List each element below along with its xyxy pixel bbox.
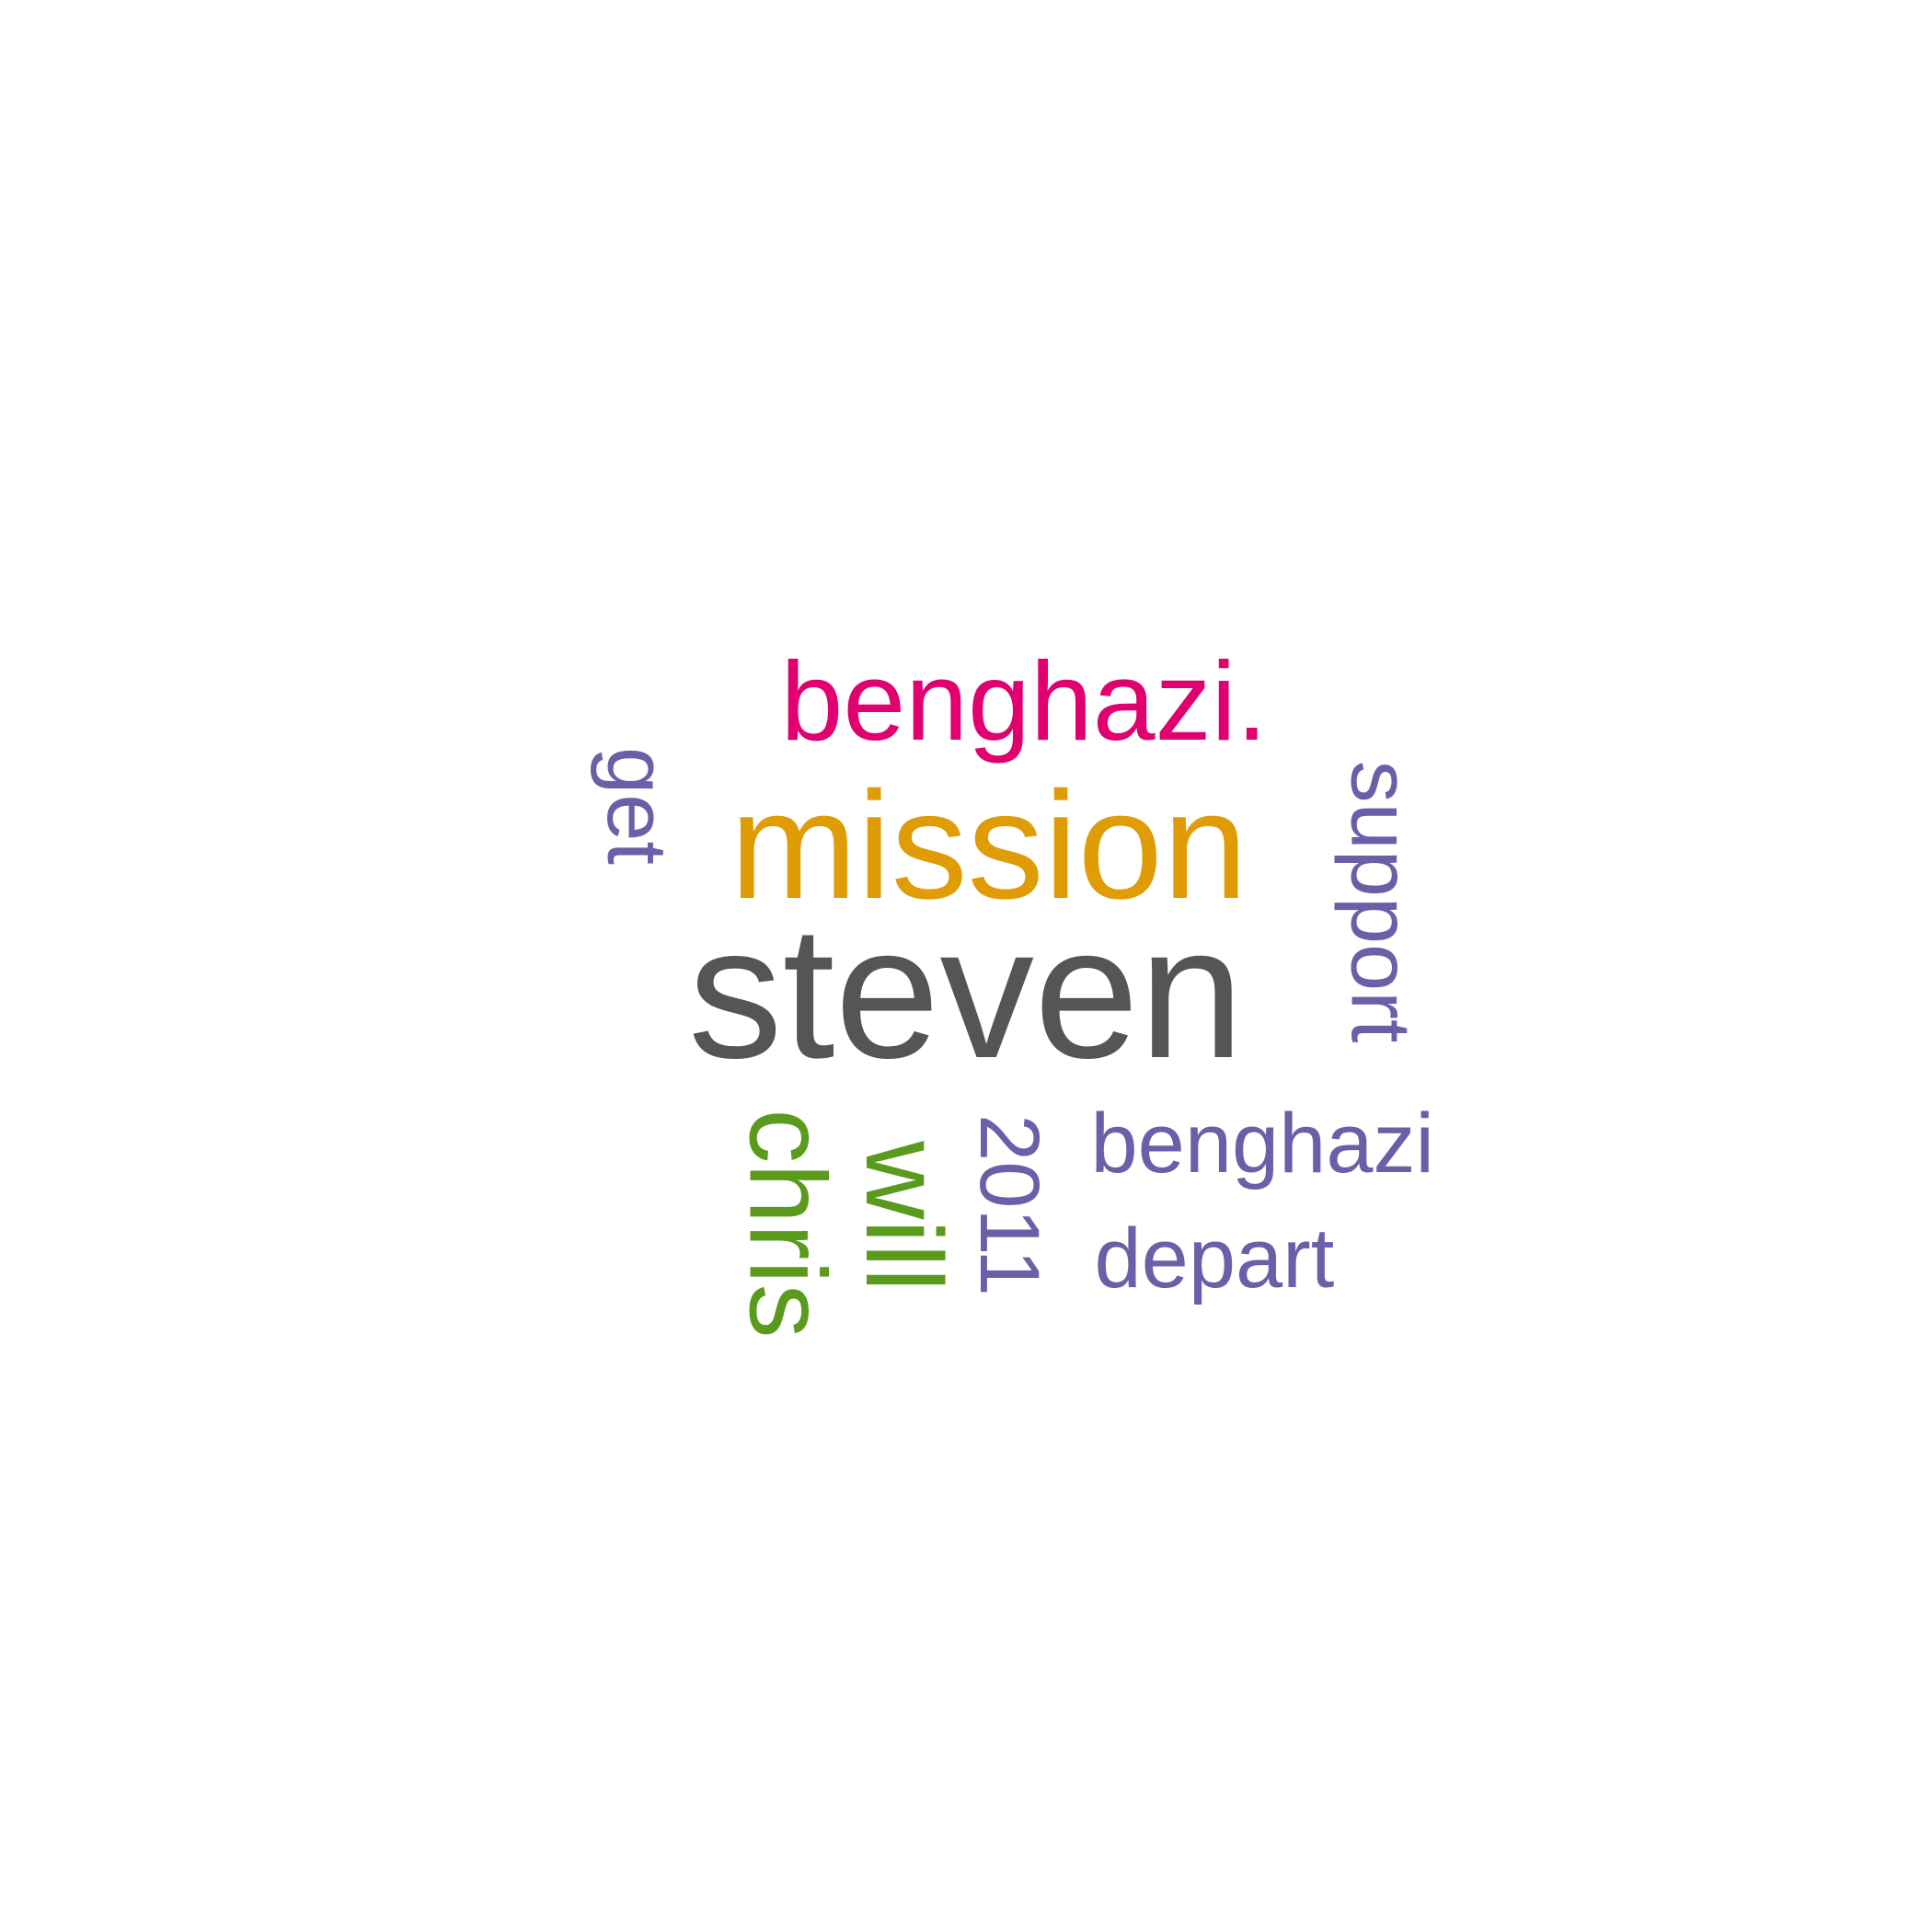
word-steven: steven (688, 886, 1244, 1098)
word-mission: mission (730, 761, 1248, 931)
word-benghazi: benghazi (1090, 1097, 1434, 1190)
word-depart: depart (1094, 1212, 1335, 1305)
word-benghazi-dot: benghazi. (780, 638, 1268, 764)
word-will: will (842, 1141, 964, 1292)
word-chris: chris (726, 1109, 848, 1339)
word-support: support (1332, 760, 1427, 1043)
word-get: get (589, 747, 684, 865)
word-2011: 2011 (961, 1114, 1056, 1296)
